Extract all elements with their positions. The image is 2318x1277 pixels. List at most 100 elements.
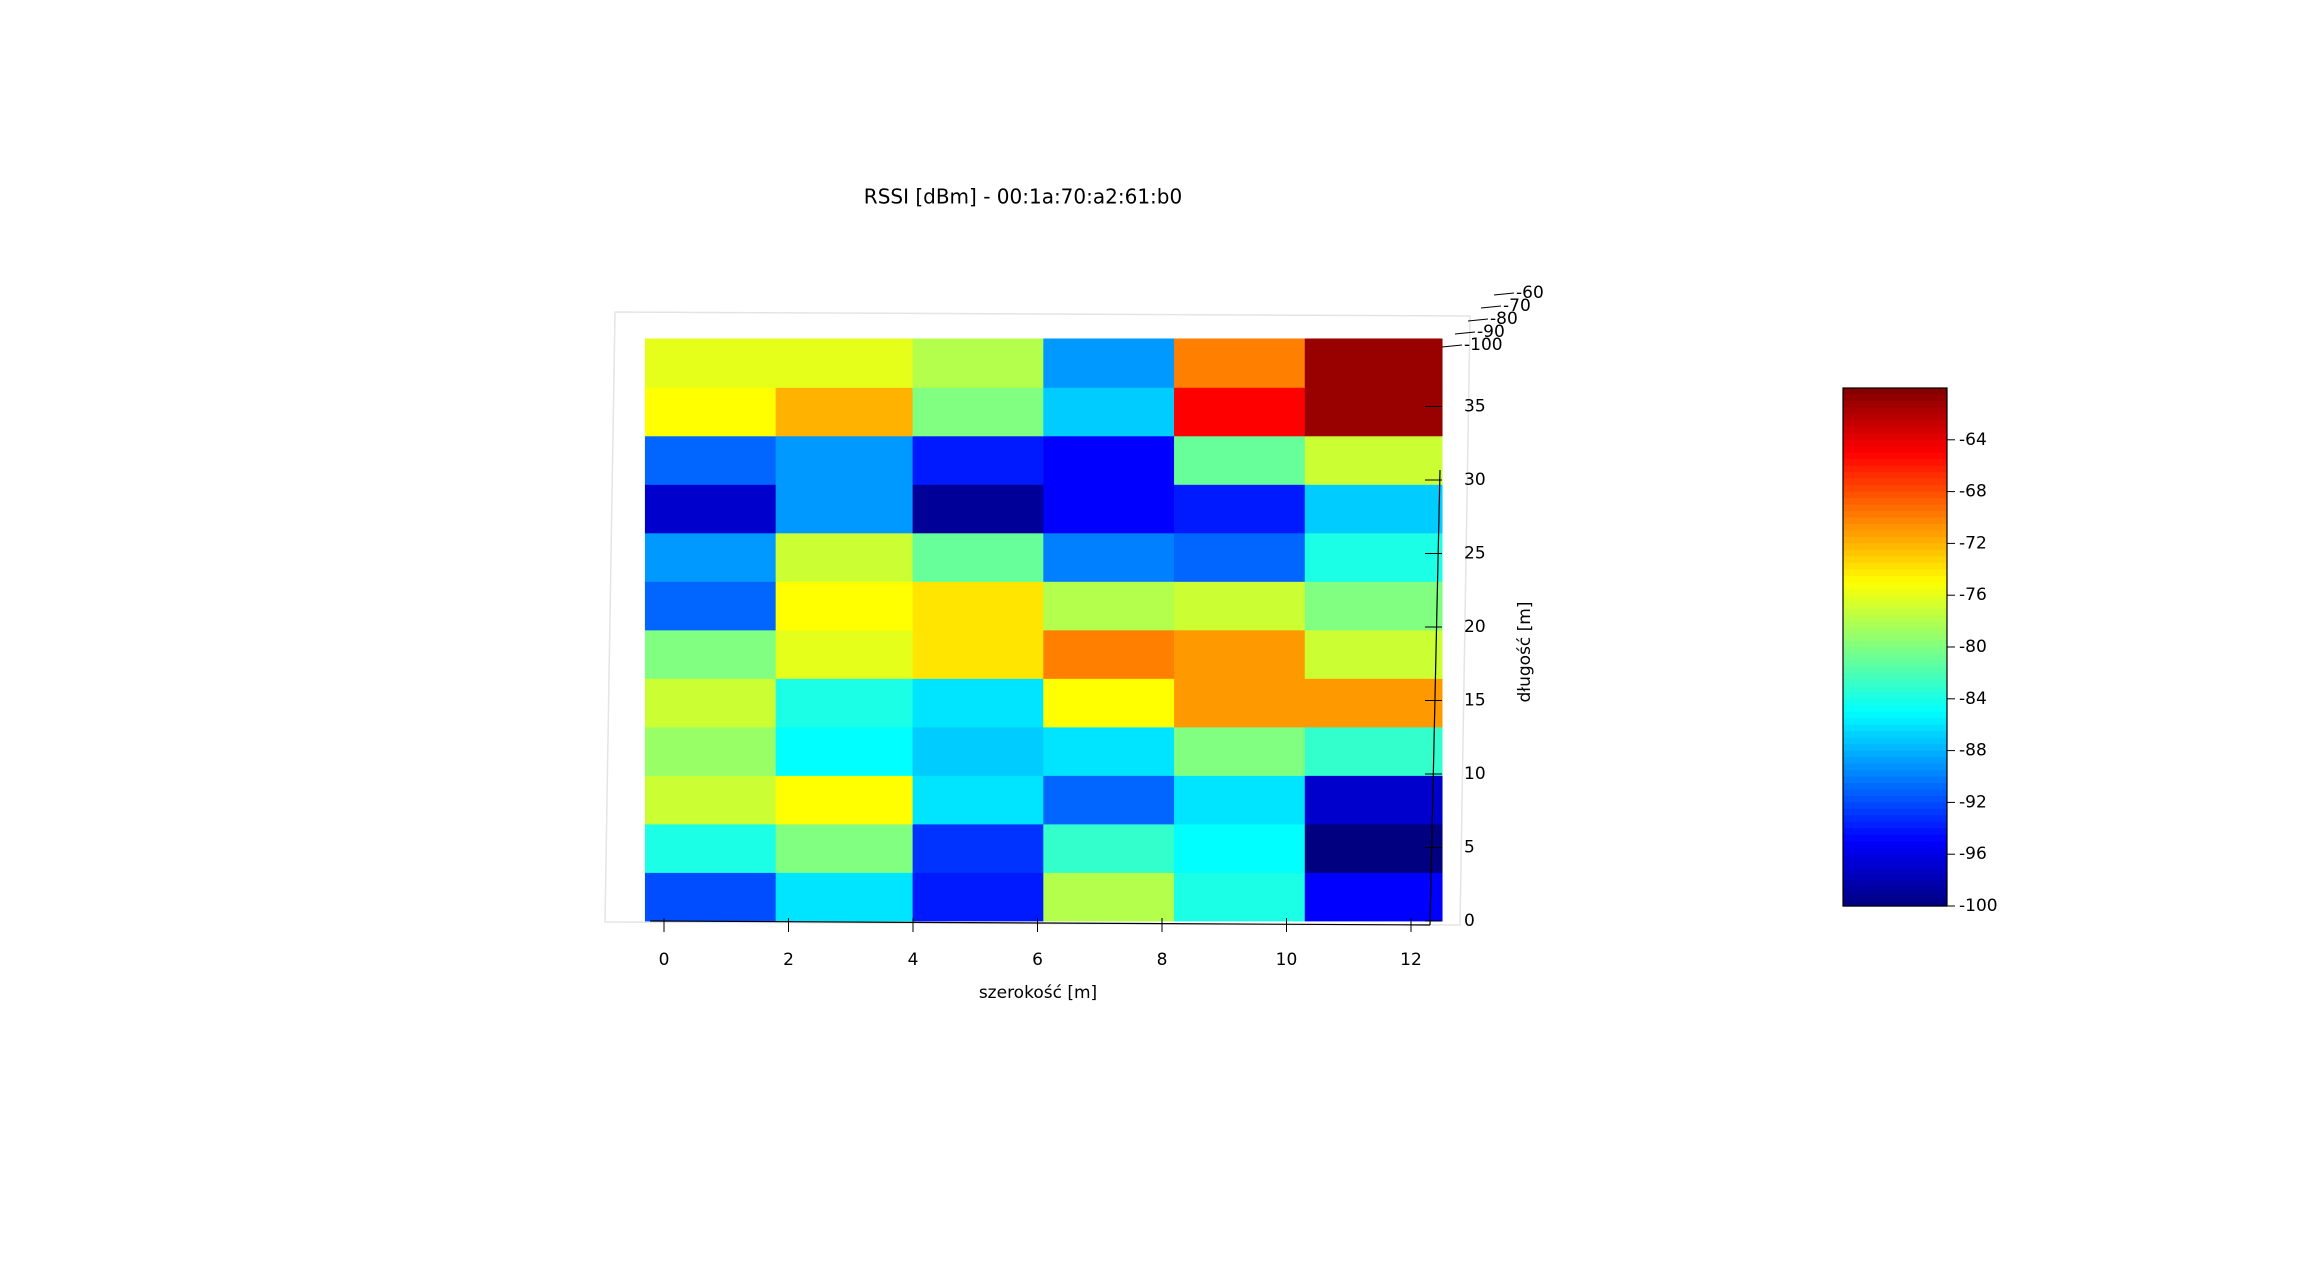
colorbar-segment (1843, 530, 1947, 538)
x-tick-label: 8 (1157, 950, 1168, 970)
colorbar-segment (1843, 562, 1947, 570)
colorbar-segment (1843, 595, 1947, 603)
surface-cell (644, 532, 777, 582)
colorbar-segment (1843, 388, 1947, 396)
z-tick (1441, 344, 1463, 348)
colorbar-segment (1843, 815, 1947, 823)
colorbar-segment (1843, 731, 1947, 739)
colorbar-segment (1843, 491, 1947, 499)
colorbar-tick-label: -100 (1959, 896, 1998, 916)
surface-cell (644, 386, 777, 437)
colorbar-segment (1843, 795, 1947, 803)
surface-cell (1304, 532, 1443, 582)
colorbar-segment (1843, 899, 1947, 907)
surface-cell (644, 629, 777, 679)
surface-cell (644, 726, 777, 776)
y-axis-line (1429, 469, 1441, 926)
surface-cell (1304, 484, 1443, 534)
colorbar-segment (1843, 627, 1947, 635)
surface-cell (775, 872, 914, 922)
colorbar-segment (1843, 698, 1947, 706)
colorbar-segment (1843, 737, 1947, 745)
colorbar-segment (1843, 834, 1947, 842)
colorbar-segment (1843, 608, 1947, 616)
surface-cell (912, 775, 1045, 825)
colorbar-tick-label: -96 (1959, 844, 1987, 864)
y-tick-label: 0 (1464, 911, 1475, 931)
surface-cell (1043, 338, 1175, 388)
colorbar-segment (1843, 828, 1947, 836)
colorbar-tick-label: -76 (1959, 585, 1987, 605)
surface-cell (912, 386, 1045, 437)
surface-cell (1174, 386, 1306, 437)
surface-cell (644, 435, 777, 485)
surface-cell (644, 872, 777, 922)
surface-cell (775, 823, 914, 873)
surface-cell (1304, 872, 1443, 922)
surface-cell (1043, 823, 1175, 873)
surface-cell (775, 386, 914, 437)
surface-cell (1043, 775, 1175, 825)
surface-cell (775, 678, 914, 728)
colorbar-tick-label: -84 (1959, 689, 1987, 709)
colorbar-tick-label: -72 (1959, 533, 1987, 553)
colorbar-segment (1843, 523, 1947, 532)
colorbar-segment (1843, 601, 1947, 609)
z-tick-label: -60 (1516, 283, 1544, 303)
surface-cell (912, 435, 1045, 485)
z-tick-label: -80 (1490, 309, 1518, 329)
surface-cell (775, 629, 914, 679)
colorbar-segment (1843, 711, 1947, 719)
z-tick (1454, 331, 1476, 335)
colorbar-segment (1843, 446, 1947, 454)
colorbar-segment (1843, 588, 1947, 596)
colorbar-segment (1843, 439, 1947, 447)
y-tick-label: 25 (1464, 544, 1486, 564)
x-tick-label: 4 (908, 950, 919, 970)
colorbar-segment (1843, 873, 1947, 881)
x-axis-line (649, 920, 1431, 926)
colorbar-segment (1843, 394, 1947, 402)
surface-cell (775, 484, 914, 534)
colorbar-segment (1843, 718, 1947, 726)
colorbar-segment (1843, 614, 1947, 622)
surface-cell (775, 338, 914, 388)
surface-cell (775, 775, 914, 825)
surface-cell (644, 338, 777, 388)
z-tick (1493, 292, 1515, 296)
colorbar-segment (1843, 672, 1947, 680)
y-tick-label: 20 (1464, 617, 1486, 637)
y-tick-label: 35 (1464, 397, 1486, 417)
surface-cell (1174, 532, 1306, 582)
colorbar-segment (1843, 472, 1947, 480)
surface-cell (775, 532, 914, 582)
surface-cell (1043, 581, 1175, 631)
colorbar-segment (1843, 666, 1947, 674)
colorbar-segment (1843, 860, 1947, 868)
surface-cell (644, 484, 777, 534)
surface-cell (1174, 484, 1306, 534)
colorbar-segment (1843, 886, 1947, 894)
colorbar-segment (1843, 679, 1947, 687)
surface-cell (1043, 726, 1175, 776)
colorbar-segment (1843, 420, 1947, 428)
colorbar-segment (1843, 426, 1947, 434)
surface-cell (912, 823, 1045, 873)
x-tick-label: 12 (1400, 950, 1422, 970)
surface-cell (1043, 435, 1175, 485)
colorbar-segment (1843, 575, 1947, 583)
surface-cell (1174, 775, 1306, 825)
surface-cell (775, 726, 914, 776)
surface-cell (912, 726, 1045, 776)
colorbar-segment (1843, 549, 1947, 557)
colorbar-segment (1843, 841, 1947, 849)
y-tick-label: 15 (1464, 691, 1486, 711)
colorbar-segment (1843, 789, 1947, 797)
surface-cell (1043, 678, 1175, 728)
surface-cell (1304, 629, 1443, 679)
colorbar-segment (1843, 847, 1947, 855)
colorbar-tick-label: -88 (1959, 741, 1987, 761)
colorbar-segment (1843, 504, 1947, 512)
colorbar-segment (1843, 465, 1947, 473)
